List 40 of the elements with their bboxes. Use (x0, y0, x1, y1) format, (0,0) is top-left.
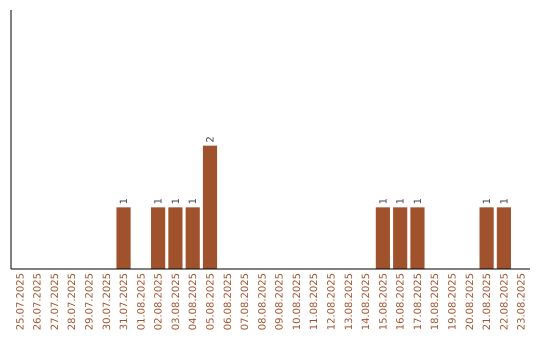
x-tick-label: 23.08.2025 (516, 273, 528, 330)
x-tick-label: 18.08.2025 (430, 273, 442, 330)
x-tick-label: 13.08.2025 (344, 273, 355, 330)
data-label: 1 (119, 198, 130, 204)
x-tick-label: 31.07.2025 (119, 273, 130, 330)
x-tick-label: 17.08.2025 (412, 273, 424, 330)
x-tick-label: 28.07.2025 (67, 273, 78, 330)
data-label: 1 (412, 198, 424, 204)
data-label: 2 (205, 136, 216, 143)
x-tick-label: 27.07.2025 (50, 273, 61, 330)
x-tick-label: 25.07.2025 (15, 273, 26, 330)
data-label: 1 (188, 198, 200, 204)
x-tick-label: 04.08.2025 (188, 273, 200, 330)
data-label: 1 (396, 198, 407, 204)
data-label: 1 (154, 198, 165, 204)
x-tick-label: 16.08.2025 (396, 273, 407, 330)
x-tick-label: 09.08.2025 (274, 273, 286, 330)
x-tick-label: 05.08.2025 (205, 273, 216, 330)
data-label: 1 (378, 198, 390, 204)
data-label: 1 (482, 198, 494, 204)
data-label: 1 (170, 198, 182, 204)
x-tick-label: 14.08.2025 (361, 273, 372, 330)
x-tick-label: 11.08.2025 (309, 273, 320, 330)
x-tick-label: 21.08.2025 (482, 273, 494, 330)
x-tick-label: 02.08.2025 (154, 273, 165, 330)
x-tick-label: 06.08.2025 (222, 273, 234, 330)
x-tick-label: 03.08.2025 (170, 273, 182, 330)
x-tick-label: 29.07.2025 (84, 273, 96, 330)
x-tick-label: 20.08.2025 (464, 273, 476, 330)
x-tick-label: 10.08.2025 (292, 273, 303, 330)
x-tick-label: 22.08.2025 (499, 273, 510, 330)
x-tick-label: 15.08.2025 (378, 273, 390, 330)
x-tick-label: 12.08.2025 (326, 273, 338, 330)
x-tick-label: 01.08.2025 (136, 273, 148, 330)
data-label: 1 (499, 198, 510, 204)
x-tick-label: 30.07.2025 (102, 273, 113, 330)
x-tick-label: 07.08.2025 (240, 273, 252, 330)
x-tick-label: 08.08.2025 (257, 273, 268, 330)
x-tick-label: 26.07.2025 (32, 273, 44, 330)
x-tick-label: 19.08.2025 (448, 273, 459, 330)
